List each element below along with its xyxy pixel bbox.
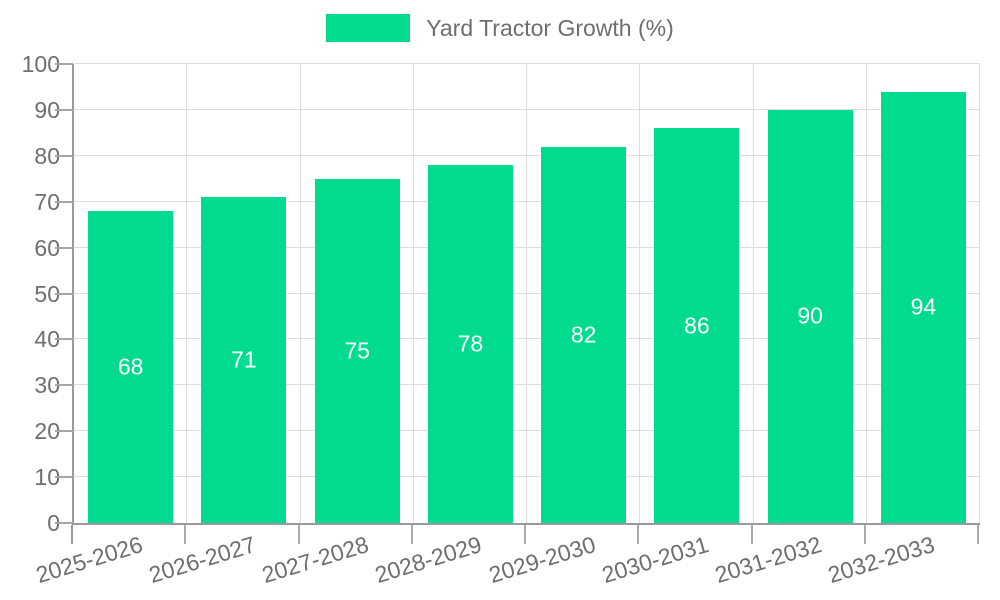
bar[interactable]: 75 xyxy=(314,178,400,523)
v-gridline xyxy=(186,64,188,523)
v-gridline xyxy=(526,64,527,523)
y-axis-tick xyxy=(55,384,73,387)
y-axis-tick xyxy=(55,430,73,433)
x-axis-category-label: 2030-2031 xyxy=(598,531,712,589)
v-gridline xyxy=(752,64,754,523)
y-axis-tick xyxy=(55,246,73,249)
y-axis-tick-label: 90 xyxy=(34,96,60,123)
h-gridline xyxy=(74,384,980,386)
x-axis-tick xyxy=(863,525,866,544)
v-gridline xyxy=(412,64,414,523)
x-axis-tick xyxy=(410,525,413,544)
h-gridline xyxy=(74,430,980,432)
bar[interactable]: 90 xyxy=(767,109,853,523)
h-gridline xyxy=(74,63,980,64)
y-axis-tick-label: 10 xyxy=(34,464,60,491)
bar[interactable]: 82 xyxy=(541,146,627,523)
y-axis-tick-label: 40 xyxy=(34,326,60,353)
bar[interactable]: 94 xyxy=(880,91,966,523)
v-gridline xyxy=(865,64,867,523)
x-axis-category-label: 2029-2030 xyxy=(485,531,599,589)
v-gridline xyxy=(299,64,301,523)
bar-value-label: 86 xyxy=(684,312,710,339)
legend-label: Yard Tractor Growth (%) xyxy=(426,15,674,41)
plot-area: 68 71 75 78 82 86 90 94 xyxy=(72,63,980,525)
v-gridline xyxy=(639,64,641,523)
y-axis-tick xyxy=(55,108,73,111)
y-axis-tick xyxy=(55,292,73,295)
y-axis-tick-label: 50 xyxy=(34,280,60,307)
bar-value-label: 90 xyxy=(797,302,823,329)
y-axis-tick-label: 100 xyxy=(21,51,60,77)
h-gridline xyxy=(74,200,980,202)
h-gridline xyxy=(74,154,980,156)
bar-value-label: 75 xyxy=(344,337,370,364)
h-gridline xyxy=(74,476,980,478)
legend-swatch xyxy=(326,14,411,42)
y-axis-tick-label: 20 xyxy=(34,418,60,445)
y-axis-tick xyxy=(55,522,73,524)
x-axis-category-label: 2032-2033 xyxy=(825,531,938,589)
y-axis-tick xyxy=(55,154,73,157)
x-axis-category-label: 2025-2026 xyxy=(32,531,146,589)
x-axis-tick xyxy=(184,525,187,544)
x-axis-tick xyxy=(297,525,300,544)
y-axis-tick-label: 70 xyxy=(34,188,60,215)
bar[interactable]: 68 xyxy=(88,210,174,523)
h-gridline xyxy=(74,246,980,248)
y-axis-tick xyxy=(55,63,73,65)
y-axis-tick xyxy=(55,200,73,203)
x-axis-tick xyxy=(977,525,979,544)
y-axis-tick-label: 30 xyxy=(34,372,60,399)
x-axis-category-label: 2027-2028 xyxy=(258,531,372,589)
bar[interactable]: 78 xyxy=(427,164,513,523)
h-gridline xyxy=(74,292,980,294)
bar-value-label: 71 xyxy=(231,346,257,373)
y-axis-tick-label: 80 xyxy=(34,142,60,169)
y-axis-tick xyxy=(55,476,73,479)
x-axis-category-label: 2031-2032 xyxy=(711,531,825,589)
bar[interactable]: 86 xyxy=(654,128,740,523)
x-axis-tick xyxy=(524,525,526,544)
bar[interactable]: 71 xyxy=(201,197,287,523)
x-axis-tick xyxy=(637,525,640,544)
bar-value-label: 94 xyxy=(910,293,937,320)
y-axis-tick-label: 60 xyxy=(34,234,60,261)
h-gridline xyxy=(74,108,980,110)
y-axis-tick-label: 0 xyxy=(47,510,60,536)
x-axis-tick xyxy=(750,525,753,544)
legend-item[interactable]: Yard Tractor Growth (%) xyxy=(0,14,1000,42)
h-gridline xyxy=(74,338,980,340)
v-gridline xyxy=(979,64,980,523)
bar-value-label: 82 xyxy=(570,321,597,348)
x-axis-tick xyxy=(71,525,73,544)
bar-value-label: 78 xyxy=(457,330,484,357)
y-axis-tick xyxy=(55,338,73,341)
bar-value-label: 68 xyxy=(117,353,144,380)
x-axis-category-label: 2026-2027 xyxy=(145,531,259,589)
x-axis-category-label: 2028-2029 xyxy=(372,531,485,589)
